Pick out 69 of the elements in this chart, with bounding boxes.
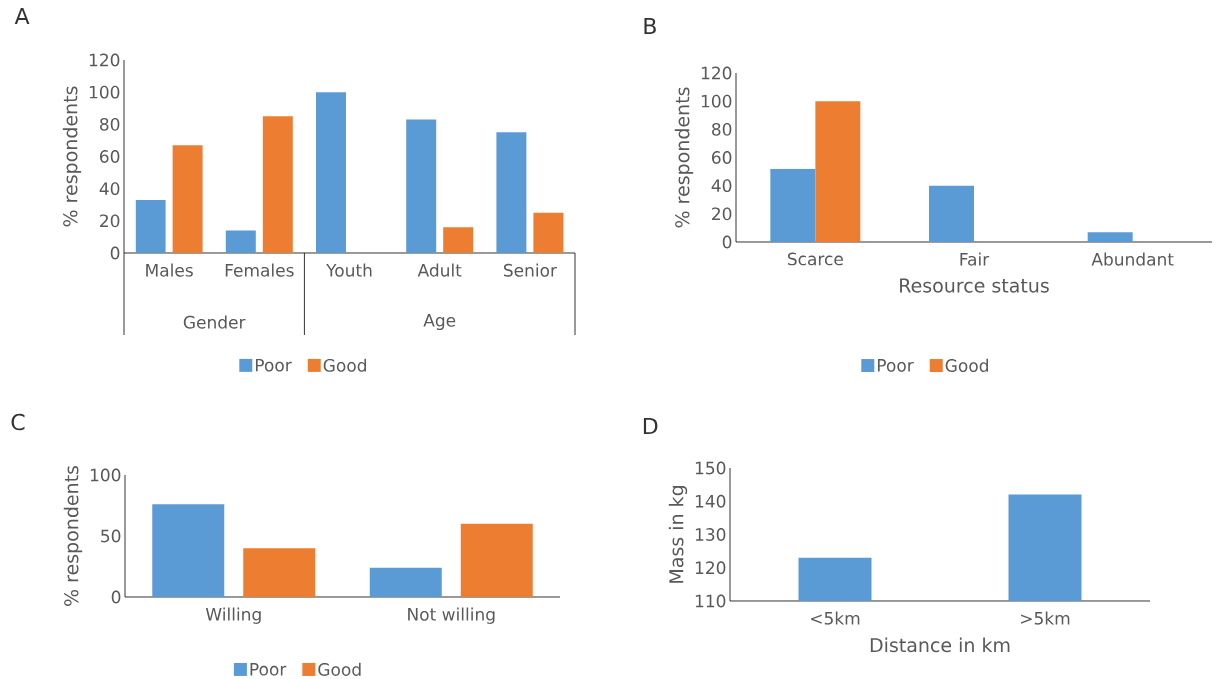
y-axis-title: % respondents	[63, 465, 83, 606]
x-tick-label: Willing	[205, 607, 261, 624]
y-tick-label: 100	[701, 94, 732, 108]
y-tick-label: 60	[100, 150, 120, 163]
x-tick-label: Scarce	[787, 252, 843, 266]
y-tick-label: 60	[712, 151, 732, 164]
bar	[533, 212, 564, 253]
chart-title: B	[644, 17, 656, 34]
y-tick-label: 120	[701, 66, 732, 80]
legend-label: Poor	[255, 358, 292, 372]
y-tick-label: 100	[90, 468, 121, 482]
legend-label: Good	[323, 358, 366, 372]
y-axis-title: % respondents	[674, 87, 694, 228]
y-axis-title: % respondents	[62, 86, 82, 227]
y-tick-label: 150	[695, 461, 726, 475]
y-tick-label: 0	[110, 246, 120, 260]
x-tick-label: Senior	[503, 263, 557, 277]
chart-title: A	[14, 7, 30, 24]
y-axis-title: Mass in kg	[668, 486, 688, 583]
y-tick-label: 50	[101, 529, 121, 543]
bar	[262, 116, 293, 253]
text: Age	[423, 314, 456, 331]
bar	[496, 132, 527, 253]
bar	[929, 185, 974, 242]
text: Gender	[183, 315, 246, 329]
y-tick-label: 100	[89, 85, 120, 99]
legend-label: Poor	[250, 663, 287, 676]
y-tick-label: 140	[695, 494, 726, 508]
bar	[316, 92, 347, 253]
x-tick-label: Adult	[417, 263, 462, 277]
x-tick-label: >5km	[1021, 611, 1070, 625]
bar	[172, 145, 203, 253]
y-tick-label: 120	[695, 561, 726, 575]
x-tick-label: Males	[146, 263, 193, 277]
bar	[243, 548, 316, 597]
bar	[443, 227, 474, 253]
y-tick-label: 110	[695, 594, 726, 608]
y-tick-label: 80	[100, 117, 120, 131]
y-tick-label: 130	[695, 528, 726, 541]
x-tick-label: Not willing	[408, 607, 495, 624]
x-tick-label: Abundant	[1091, 252, 1174, 266]
x-axis-title: Distance in km	[870, 637, 1010, 653]
y-tick-label: 20	[100, 214, 120, 228]
y-tick-label: 0	[111, 590, 121, 604]
bar	[460, 523, 533, 597]
y-tick-label: 40	[711, 179, 732, 193]
bar	[225, 230, 256, 253]
x-axis-title: Resource status	[900, 278, 1049, 293]
bar	[406, 119, 437, 253]
x-tick-label: Youth	[326, 263, 372, 277]
chart-title: D	[643, 417, 658, 434]
bar	[770, 168, 816, 242]
y-tick-label: 20	[712, 207, 732, 221]
bar	[369, 567, 442, 597]
legend-label: Poor	[877, 359, 914, 372]
x-tick-label: Females	[225, 263, 294, 277]
y-tick-label: 120	[89, 53, 120, 67]
bar	[815, 101, 861, 242]
bar	[135, 199, 166, 253]
y-tick-label: 40	[99, 182, 120, 196]
legend-label: Good	[945, 358, 988, 372]
x-tick-label: Fair	[960, 252, 990, 266]
chart-title: C	[11, 413, 25, 431]
y-tick-label: 80	[712, 122, 732, 136]
legend-label: Good	[318, 662, 361, 676]
bar	[152, 504, 225, 597]
x-tick-label: <5km	[811, 611, 860, 625]
bar	[1087, 232, 1133, 242]
y-tick-label: 0	[722, 235, 732, 249]
